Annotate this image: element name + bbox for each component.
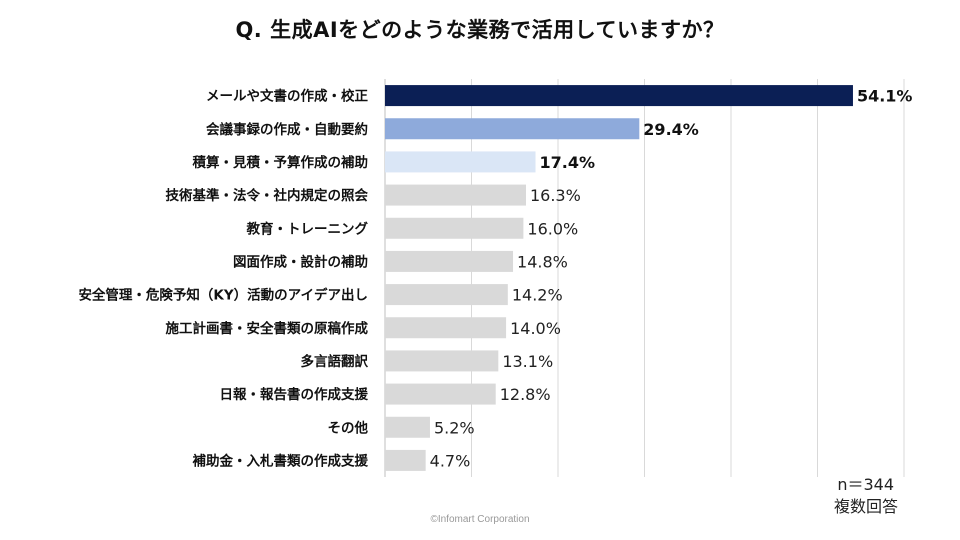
data-label: 17.4% [540, 153, 596, 172]
bar [385, 118, 640, 140]
bar [385, 151, 536, 173]
category-label: 会議事録の作成・自動要約 [206, 121, 368, 138]
copyright-text: ©Infomart Corporation [430, 514, 530, 525]
data-label: 13.1% [502, 352, 553, 371]
data-label: 16.3% [530, 186, 581, 205]
category-label: 図面作成・設計の補助 [233, 253, 368, 270]
category-label: その他 [328, 419, 369, 436]
category-label: メールや文書の作成・校正 [206, 88, 368, 105]
data-label: 29.4% [643, 120, 699, 139]
bar [385, 85, 853, 107]
bar [385, 250, 514, 272]
data-label: 4.7% [430, 451, 471, 470]
bar [385, 317, 507, 339]
category-label: 技術基準・法令・社内規定の照会 [166, 187, 369, 204]
bar [385, 383, 496, 405]
bar [385, 217, 524, 239]
category-label: 日報・報告書の作成支援 [220, 386, 369, 403]
data-label: 12.8% [500, 385, 551, 404]
category-label: 安全管理・危険予知（KY）活動のアイデア出し [78, 287, 368, 304]
category-label: 教育・トレーニング [247, 220, 369, 237]
bar [385, 350, 499, 372]
bar [385, 449, 426, 471]
category-label: 積算・見積・予算作成の補助 [192, 154, 369, 171]
chart-title: Q. 生成AIをどのような業務で活用していますか？ [235, 18, 725, 42]
bar [385, 416, 430, 438]
answer-type-note: 複数回答 [833, 497, 898, 516]
category-label: 補助金・入札書類の作成支援 [192, 452, 369, 469]
data-label: 14.2% [512, 286, 563, 305]
bar [385, 184, 526, 206]
data-label: 16.0% [527, 219, 578, 238]
data-label: 14.0% [510, 319, 561, 338]
category-label: 施工計画書・安全書類の原稿作成 [166, 320, 369, 337]
bar [385, 284, 508, 306]
data-label: 54.1% [857, 87, 913, 106]
data-label: 14.8% [517, 252, 568, 271]
data-label: 5.2% [434, 418, 475, 437]
sample-size-note: n＝344 [837, 475, 894, 494]
category-label: 多言語翻訳 [301, 353, 369, 370]
